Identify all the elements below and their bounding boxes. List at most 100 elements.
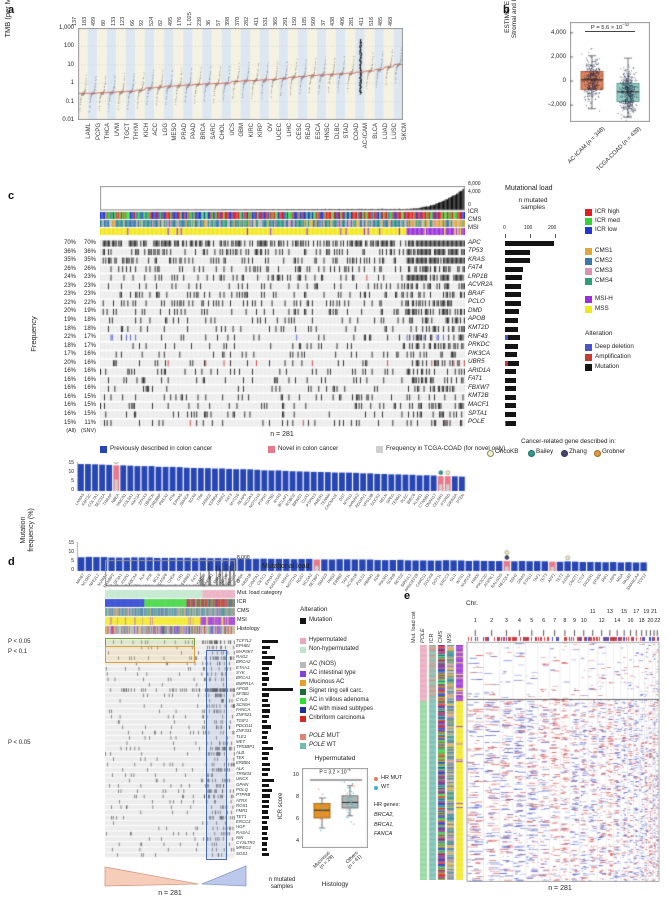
chr-number: 22 (654, 618, 661, 624)
d-histology-swatch (300, 707, 306, 713)
c-pct-all: 16% (63, 385, 76, 392)
c-gene-name: FAT1 (468, 375, 483, 383)
a-cohort-label: SKCM (401, 123, 408, 141)
a-cohort-label: PAAD (191, 123, 198, 139)
a-cohort-label: PRAD (181, 123, 188, 140)
d-gene-name: TGIF1 (236, 717, 249, 723)
panel-b-p-value: P = 5.6 × 10−32 (575, 22, 645, 31)
a-y-tick: 0.01 (62, 117, 74, 123)
a-sample-count: 524 (148, 16, 155, 26)
c-nmut-bar (505, 258, 530, 264)
described-marker (594, 450, 601, 457)
c-gene-name: UBR5 (468, 358, 485, 366)
p-value-exp: −32 (622, 22, 630, 27)
c-pct-all: 36% (63, 248, 76, 255)
d-gene-name: TET1 (236, 813, 247, 819)
panel-d-oncoprint (105, 558, 235, 858)
a-cohort-label: OV (267, 123, 274, 132)
mutational-load-title-d: Mutational load (262, 563, 310, 570)
mutation-frequency-axis-title: Mutation frequency (%) (20, 475, 36, 585)
a-sample-count: 406 (339, 16, 346, 26)
c-pct-all: 18% (63, 342, 76, 349)
d-nmut-bar (262, 831, 268, 835)
bar-seg (505, 343, 518, 349)
c-nmut-bar (505, 283, 522, 289)
c-pct-snv: 70% (83, 240, 96, 246)
c-nmut-bar (505, 369, 517, 375)
mutfreq-ytick: 5 (71, 558, 74, 564)
a-cohort-label: CHOL (220, 123, 227, 140)
d-track-label: Histology (237, 626, 260, 632)
a-cohort-label: KIRC (248, 123, 255, 138)
a-cohort-label: CESC (296, 123, 303, 140)
panel-c-label: c (8, 190, 15, 202)
bar-seg (505, 275, 506, 281)
c-nmut-bar (505, 412, 516, 417)
all-column-label: (All) (66, 428, 76, 434)
described-marker (528, 450, 535, 457)
c-pct-all: 35% (63, 257, 76, 264)
msi-legend-swatch (585, 306, 592, 313)
c-gene-name: APOB (468, 315, 486, 323)
c-bottom-swatch (376, 446, 383, 453)
a-sample-count: 1,025 (186, 12, 193, 26)
chr-number: 6 (542, 618, 546, 624)
b-y-tick: 2,000 (550, 53, 566, 60)
a-sample-count: 133 (110, 16, 117, 26)
inset-p-base: P = 3.2 × 10 (319, 769, 347, 776)
d-track-label: MSI (237, 617, 247, 623)
c-track-label: ICR (468, 209, 479, 215)
d-gene-name: MPEG1 (236, 845, 252, 851)
d-nmut-bar (262, 720, 267, 724)
inset-title: Hypermutated (314, 755, 356, 762)
triangle-nonhyper (104, 866, 199, 887)
c-track-label: MSI (468, 225, 479, 232)
d-nmut-bar (262, 661, 272, 665)
icr-legend-label: ICR low (595, 225, 618, 233)
d-nmut-bar (262, 826, 268, 830)
a-cohort-label: STAD (344, 123, 351, 139)
c-pct-snv: 15% (83, 411, 96, 417)
hr-gene: FANCA (374, 831, 393, 837)
chr-number: 5 (530, 618, 534, 624)
c-nmut-bar (505, 360, 519, 366)
described-label: Bailey (536, 448, 554, 455)
c-gene-name: BRAF (468, 289, 485, 297)
c-pct-snv: 16% (83, 376, 96, 383)
estimate-label-line2: Stromal and Immune (511, 0, 519, 39)
a-sample-count: 411 (253, 17, 260, 26)
c-pct-snv: 16% (83, 385, 96, 392)
c-gene-name: ACVR2A (468, 281, 493, 289)
d-hyper-label: Hypermutated (309, 637, 347, 643)
d-gene-name: CYSLTR2 (236, 840, 256, 846)
d-gene-name: TLE1 (236, 733, 247, 739)
c-pct-snv: 23% (83, 291, 96, 298)
d-gene-name: ERCC4 (236, 818, 251, 824)
d-nmut-bar (262, 757, 268, 761)
d-nmut-bar (262, 810, 268, 814)
chr-number: 3 (504, 618, 508, 624)
c-mutload-tick: 4,000 (468, 189, 481, 195)
d-mutload-tick: 8,000 (237, 555, 250, 561)
alteration-legend-swatch (585, 364, 592, 371)
e-track-label: POLE (420, 628, 426, 643)
bar-seg (505, 309, 519, 315)
d-gene-name: BRCA1 (236, 675, 251, 681)
estimate-boxplot (570, 22, 650, 122)
mutfreq-ytick: 15 (68, 460, 74, 466)
c-pct-all: 70% (63, 240, 76, 246)
c-pct-all: 17% (63, 351, 76, 358)
chr-number: 2 (490, 618, 494, 624)
c-pct-all: 19% (63, 316, 76, 323)
c-nmut-bar (505, 326, 518, 332)
c-gene-name: ARID1A (468, 366, 491, 374)
c-mutload-tick: 8,000 (468, 181, 481, 187)
a-sample-count: 185 (301, 16, 308, 26)
a-sample-count: 365 (273, 16, 279, 26)
a-cohort-label: LIHC (287, 123, 293, 137)
a-sample-count: 291 (282, 16, 289, 26)
bar-seg (505, 412, 516, 417)
a-cohort-label: KICH (143, 123, 150, 138)
bar-seg (505, 283, 522, 289)
d-pole-label: POLE MUT (309, 733, 340, 739)
